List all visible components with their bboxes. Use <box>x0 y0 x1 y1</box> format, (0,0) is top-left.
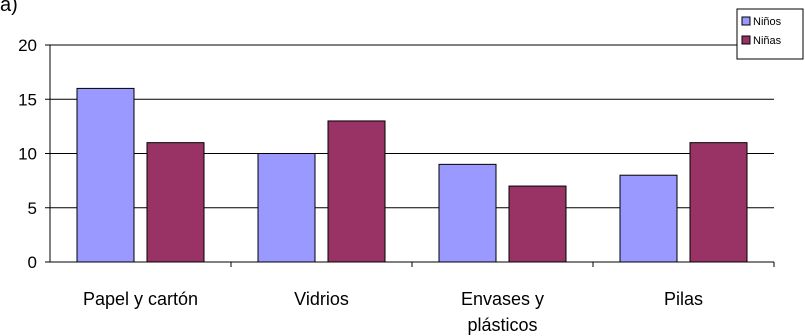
y-tick-label: 0 <box>28 253 37 272</box>
x-tick-label: Pilas <box>664 289 703 309</box>
bars <box>76 87 775 267</box>
bar-ninas-2 <box>508 185 567 263</box>
x-tick-label: Vidrios <box>294 289 349 309</box>
bar-ninas-0 <box>146 142 205 263</box>
y-tick-label: 20 <box>18 36 37 55</box>
legend-swatch <box>741 16 751 26</box>
bar-ninos-3 <box>619 174 678 263</box>
legend-label: Niñas <box>753 35 782 47</box>
y-tick-label: 5 <box>28 199 37 218</box>
axes <box>49 45 774 263</box>
x-tick-label: Papel y cartón <box>83 289 198 309</box>
y-tick-label: 15 <box>18 90 37 109</box>
y-tick-label: 10 <box>18 145 37 164</box>
legend-swatch <box>741 35 751 45</box>
bar-ninas-3 <box>689 142 748 263</box>
legend-label: Niños <box>753 16 782 28</box>
x-tick-label: Envases y plásticos <box>461 289 544 335</box>
bar-ninos-1 <box>257 153 316 263</box>
bar-ninos-2 <box>438 163 497 263</box>
panel-label: a) <box>0 0 18 16</box>
legend: Niños Niñas <box>736 8 804 60</box>
bar-ninos-0 <box>76 87 135 263</box>
bar-ninas-1 <box>327 120 386 263</box>
x-tick-labels: Papel y cartón Vidrios Envases y plásticos P… <box>83 289 703 335</box>
y-tick-labels: 0 5 10 15 20 <box>18 36 37 272</box>
